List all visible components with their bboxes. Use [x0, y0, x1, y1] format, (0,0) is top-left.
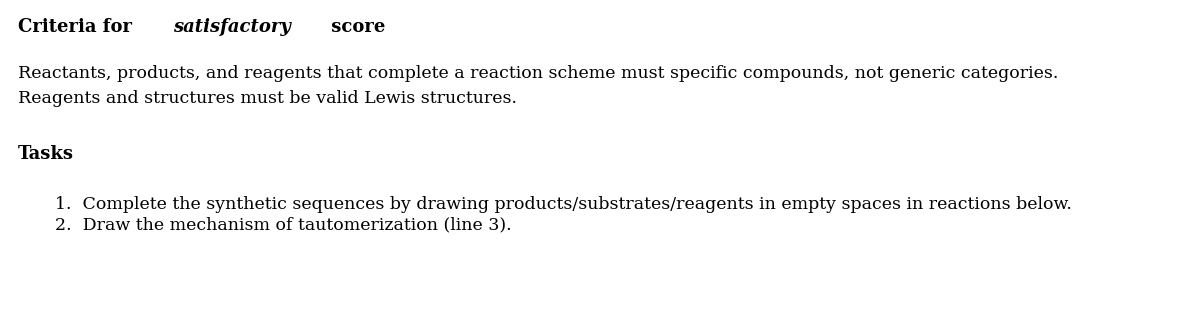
Text: 1.  Complete the synthetic sequences by drawing products/substrates/reagents in : 1. Complete the synthetic sequences by d… [55, 196, 1072, 213]
Text: score: score [325, 18, 385, 36]
Text: 2.  Draw the mechanism of tautomerization (line 3).: 2. Draw the mechanism of tautomerization… [55, 216, 511, 233]
Text: Reagents and structures must be valid Lewis structures.: Reagents and structures must be valid Le… [18, 90, 517, 107]
Text: satisfactory: satisfactory [173, 18, 292, 36]
Text: Criteria for: Criteria for [18, 18, 138, 36]
Text: Reactants, products, and reagents that complete a reaction scheme must specific : Reactants, products, and reagents that c… [18, 65, 1058, 82]
Text: Tasks: Tasks [18, 145, 74, 163]
